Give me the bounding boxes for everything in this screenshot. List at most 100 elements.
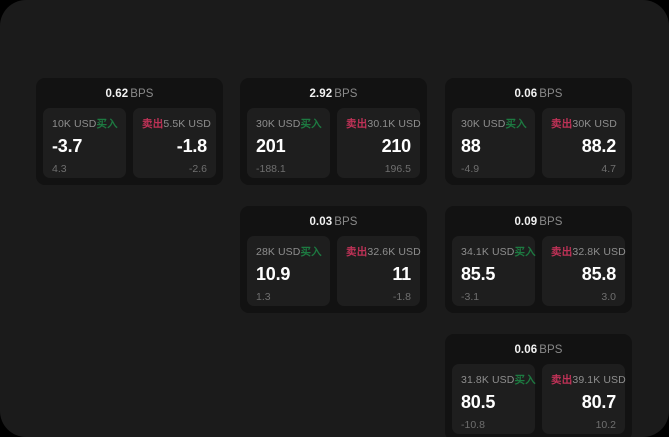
- bps-value: 0.62: [105, 88, 129, 100]
- sell-delta: -1.8: [392, 291, 411, 303]
- quote-column: 2.92 BPS 30K USD 买入 201 -188.1 卖出 30.1K USD 210 1…: [240, 78, 427, 334]
- panel-top-row: 30K USD 买入: [256, 116, 322, 130]
- panel-pair: 34.1K USD 买入 85.5 -3.1 卖出 32.8K USD 85.8 3.0: [452, 236, 626, 306]
- buy-price: 10.9: [256, 264, 291, 284]
- sell-panel[interactable]: 卖出 32.8K USD 85.8 3.0: [542, 236, 626, 306]
- bps-unit-label: BPS: [539, 216, 563, 228]
- sell-side-label: 卖出: [346, 246, 368, 258]
- bps-value: 0.06: [514, 344, 538, 356]
- sell-price: 210: [381, 136, 412, 156]
- bps-value: 0.03: [309, 216, 333, 228]
- panel-top-row: 卖出 30.1K USD: [346, 116, 421, 130]
- quote-column: 0.62 BPS 10K USD 买入 -3.7 4.3 卖出 5.5K USD -1.8 -2.…: [36, 78, 223, 206]
- bps-unit-label: BPS: [334, 88, 358, 100]
- bps-value: 0.09: [514, 216, 538, 228]
- sell-panel[interactable]: 卖出 5.5K USD -1.8 -2.6: [133, 108, 216, 178]
- buy-panel[interactable]: 28K USD 买入 10.9 1.3: [247, 236, 330, 306]
- quote-card[interactable]: 0.06 BPS 31.8K USD 买入 80.5 -10.8 卖出 39.1K USD 80…: [445, 334, 632, 437]
- sell-side-label: 卖出: [142, 118, 164, 130]
- sell-size-label: 30K USD: [572, 118, 617, 130]
- buy-price: 88: [461, 136, 481, 156]
- quote-card-board: 0.62 BPS 10K USD 买入 -3.7 4.3 卖出 5.5K USD -1.8 -2.…: [36, 78, 636, 437]
- buy-delta: 1.3: [256, 291, 271, 303]
- buy-delta: -188.1: [256, 163, 286, 175]
- buy-panel[interactable]: 34.1K USD 买入 85.5 -3.1: [452, 236, 536, 306]
- sell-price: 80.7: [581, 392, 616, 412]
- sell-delta: 3.0: [601, 291, 616, 303]
- buy-side-label: 买入: [300, 118, 322, 130]
- buy-size-label: 31.8K USD: [461, 374, 515, 386]
- sell-panel[interactable]: 卖出 30K USD 88.2 4.7: [542, 108, 625, 178]
- sell-delta: 196.5: [384, 163, 411, 175]
- panel-top-row: 30K USD 买入: [461, 116, 527, 130]
- quote-card[interactable]: 0.62 BPS 10K USD 买入 -3.7 4.3 卖出 5.5K USD -1.8 -2.…: [36, 78, 223, 185]
- buy-panel[interactable]: 30K USD 买入 201 -188.1: [247, 108, 330, 178]
- buy-side-label: 买入: [96, 118, 118, 130]
- card-bps-header: 0.06 BPS: [452, 342, 625, 364]
- sell-side-label: 卖出: [551, 374, 573, 386]
- quote-card[interactable]: 0.06 BPS 30K USD 买入 88 -4.9 卖出 30K USD 88.2 4.7: [445, 78, 632, 185]
- sell-price: 85.8: [581, 264, 616, 284]
- buy-delta: -3.1: [461, 291, 480, 303]
- panel-top-row: 卖出 5.5K USD: [142, 116, 211, 130]
- sell-size-label: 32.6K USD: [367, 246, 421, 258]
- buy-panel[interactable]: 31.8K USD 买入 80.5 -10.8: [452, 364, 536, 434]
- buy-size-label: 34.1K USD: [461, 246, 515, 258]
- buy-delta: -4.9: [461, 163, 480, 175]
- card-bps-header: 0.62 BPS: [43, 86, 216, 108]
- panel-pair: 31.8K USD 买入 80.5 -10.8 卖出 39.1K USD 80.7 10.2: [452, 364, 626, 434]
- card-bps-header: 0.09 BPS: [452, 214, 625, 236]
- buy-side-label: 买入: [300, 246, 322, 258]
- buy-side-label: 买入: [514, 374, 536, 386]
- sell-side-label: 卖出: [551, 118, 573, 130]
- panel-top-row: 10K USD 买入: [52, 116, 118, 130]
- panel-top-row: 卖出 30K USD: [551, 116, 617, 130]
- sell-side-label: 卖出: [551, 246, 573, 258]
- buy-price: 85.5: [461, 264, 496, 284]
- panel-top-row: 31.8K USD 买入: [461, 372, 536, 386]
- panel-pair: 30K USD 买入 201 -188.1 卖出 30.1K USD 210 196.5: [247, 108, 421, 178]
- buy-price: 80.5: [461, 392, 496, 412]
- buy-size-label: 30K USD: [461, 118, 506, 130]
- card-bps-header: 0.03 BPS: [247, 214, 420, 236]
- buy-size-label: 10K USD: [52, 118, 97, 130]
- buy-size-label: 28K USD: [256, 246, 301, 258]
- sell-delta: 4.7: [601, 163, 616, 175]
- sell-panel[interactable]: 卖出 32.6K USD 11 -1.8: [337, 236, 421, 306]
- buy-delta: 4.3: [52, 163, 67, 175]
- sell-delta: 10.2: [595, 419, 616, 431]
- panel-top-row: 34.1K USD 买入: [461, 244, 536, 258]
- buy-side-label: 买入: [514, 246, 536, 258]
- sell-size-label: 30.1K USD: [367, 118, 421, 130]
- card-bps-header: 0.06 BPS: [452, 86, 625, 108]
- buy-delta: -10.8: [461, 419, 485, 431]
- sell-size-label: 5.5K USD: [163, 118, 211, 130]
- quote-card[interactable]: 0.03 BPS 28K USD 买入 10.9 1.3 卖出 32.6K USD 11 -1.8: [240, 206, 427, 313]
- panel-top-row: 卖出 32.8K USD: [551, 244, 626, 258]
- sell-side-label: 卖出: [346, 118, 368, 130]
- buy-side-label: 买入: [505, 118, 527, 130]
- panel-pair: 30K USD 买入 88 -4.9 卖出 30K USD 88.2 4.7: [452, 108, 625, 178]
- panel-top-row: 28K USD 买入: [256, 244, 322, 258]
- sell-panel[interactable]: 卖出 39.1K USD 80.7 10.2: [542, 364, 626, 434]
- buy-size-label: 30K USD: [256, 118, 301, 130]
- bps-unit-label: BPS: [130, 88, 154, 100]
- sell-price: 11: [392, 264, 411, 284]
- sell-panel[interactable]: 卖出 30.1K USD 210 196.5: [337, 108, 421, 178]
- quote-card[interactable]: 2.92 BPS 30K USD 买入 201 -188.1 卖出 30.1K USD 210 1…: [240, 78, 427, 185]
- panel-top-row: 卖出 39.1K USD: [551, 372, 626, 386]
- buy-panel[interactable]: 30K USD 买入 88 -4.9: [452, 108, 535, 178]
- sell-price: -1.8: [176, 136, 207, 156]
- bps-unit-label: BPS: [539, 344, 563, 356]
- bps-unit-label: BPS: [539, 88, 563, 100]
- sell-size-label: 39.1K USD: [572, 374, 626, 386]
- quote-column: 0.06 BPS 30K USD 买入 88 -4.9 卖出 30K USD 88.2 4.7 0.…: [445, 78, 632, 437]
- bps-value: 0.06: [514, 88, 538, 100]
- buy-price: -3.7: [52, 136, 83, 156]
- card-bps-header: 2.92 BPS: [247, 86, 420, 108]
- quote-card[interactable]: 0.09 BPS 34.1K USD 买入 85.5 -3.1 卖出 32.8K USD 85.…: [445, 206, 632, 313]
- sell-delta: -2.6: [188, 163, 207, 175]
- bps-unit-label: BPS: [334, 216, 358, 228]
- panel-pair: 10K USD 买入 -3.7 4.3 卖出 5.5K USD -1.8 -2.6: [43, 108, 216, 178]
- buy-panel[interactable]: 10K USD 买入 -3.7 4.3: [43, 108, 126, 178]
